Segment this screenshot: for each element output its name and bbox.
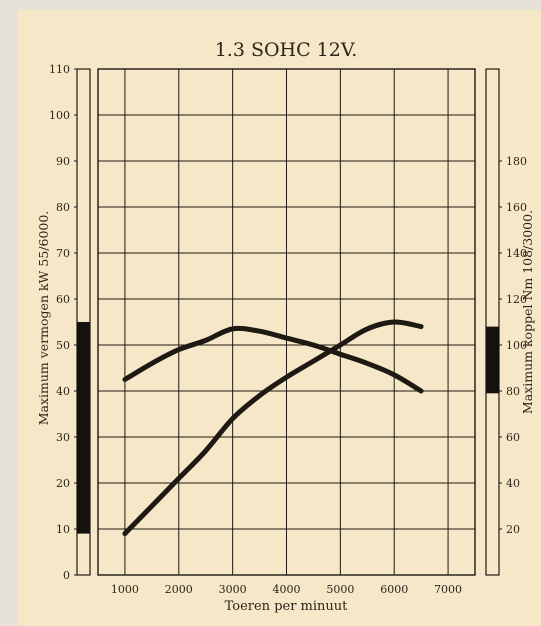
chart-sheet [18, 10, 541, 626]
torque-curve [122, 325, 424, 394]
chart-title: 1.3 SOHC 12V. [215, 39, 358, 61]
y-left-tick-label: 110 [49, 63, 70, 76]
y-axis-right-label: Maximum koppel Nm 108/3000. [520, 210, 535, 414]
x-axis-label: Toeren per minuut [225, 599, 349, 614]
y-left-tick-label: 50 [56, 339, 70, 352]
y-left-tick-label: 40 [56, 385, 70, 398]
right-range-bar [486, 326, 499, 394]
y-right-tick-label: 20 [506, 523, 520, 536]
x-tick-label: 2000 [165, 583, 193, 596]
y-right-tick-label: 40 [506, 477, 520, 490]
y-right-tick-label: 140 [506, 247, 527, 260]
y-right-tick-label: 80 [506, 385, 520, 398]
y-left-tick-label: 20 [56, 477, 70, 490]
y-left-tick-label: 70 [56, 247, 70, 260]
y-right-tick-label: 180 [506, 155, 527, 168]
y-right-tick-label: 160 [506, 201, 527, 214]
y-right-tick-label: 60 [506, 431, 520, 444]
y-right-tick-label: 100 [506, 339, 527, 352]
y-right-tick-label: 120 [506, 293, 527, 306]
x-tick-label: 5000 [326, 583, 354, 596]
y-left-tick-label: 0 [63, 569, 70, 582]
y-left-tick-label: 90 [56, 155, 70, 168]
y-left-tick-label: 30 [56, 431, 70, 444]
y-left-tick-label: 100 [49, 109, 70, 122]
y-axis-left-label: Maximum vermogen kW 55/6000. [36, 211, 51, 426]
x-tick-label: 4000 [273, 583, 301, 596]
x-tick-label: 7000 [434, 583, 462, 596]
y-left-tick-label: 60 [56, 293, 70, 306]
x-tick-label: 6000 [380, 583, 408, 596]
y-left-tick-label: 10 [56, 523, 70, 536]
x-tick-label: 3000 [219, 583, 247, 596]
power-curve [122, 319, 424, 537]
left-range-bar [77, 322, 90, 534]
y-left-tick-label: 80 [56, 201, 70, 214]
right-scale-column [485, 68, 500, 576]
x-tick-label: 1000 [111, 583, 139, 596]
